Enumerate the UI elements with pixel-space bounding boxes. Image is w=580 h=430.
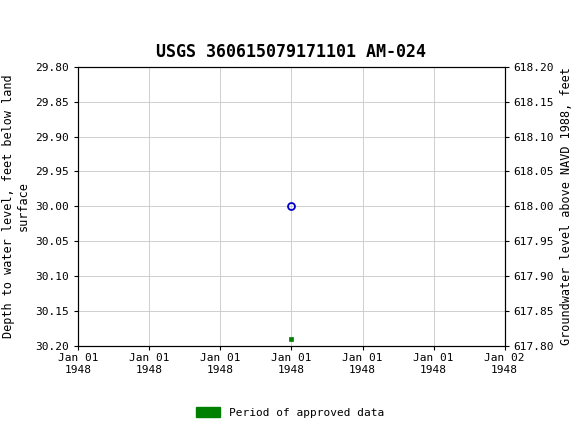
Y-axis label: Groundwater level above NAVD 1988, feet: Groundwater level above NAVD 1988, feet	[560, 68, 572, 345]
Bar	[31, 22, 44, 35]
Bar	[6, 0, 18, 6]
Bar	[6, 22, 18, 35]
Bar	[19, 8, 31, 20]
Bar	[31, 0, 44, 6]
Title: USGS 360615079171101 AM-024: USGS 360615079171101 AM-024	[157, 43, 426, 61]
Legend: Period of approved data: Period of approved data	[191, 403, 389, 422]
Y-axis label: Depth to water level, feet below land
surface: Depth to water level, feet below land su…	[2, 74, 30, 338]
Text: USGS: USGS	[55, 9, 124, 30]
